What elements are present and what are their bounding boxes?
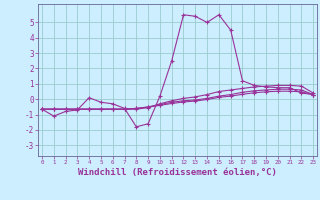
X-axis label: Windchill (Refroidissement éolien,°C): Windchill (Refroidissement éolien,°C)	[78, 168, 277, 177]
